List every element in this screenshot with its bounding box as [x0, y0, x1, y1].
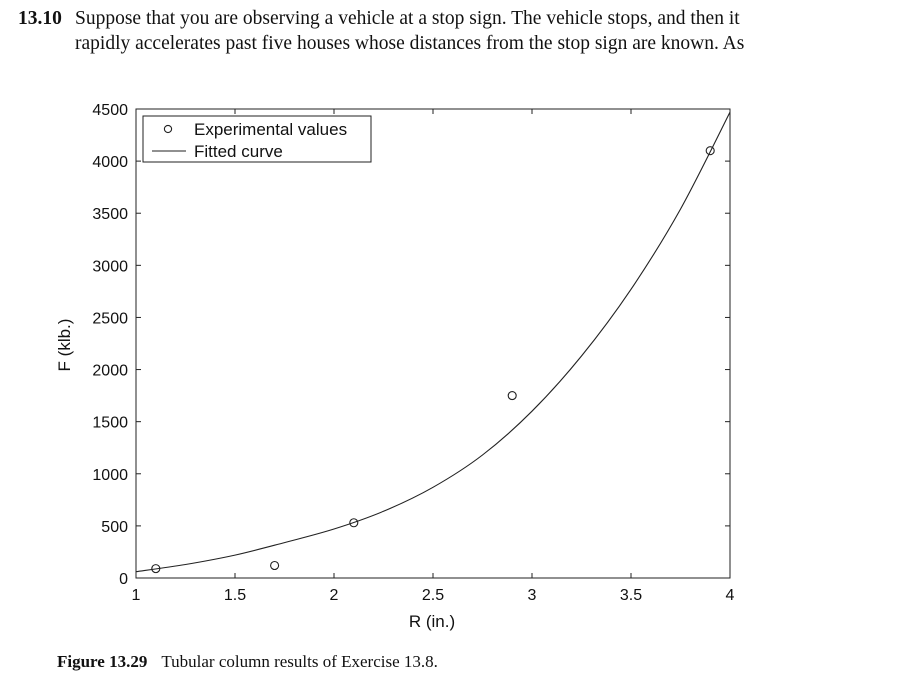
x-tick-label: 4: [726, 587, 735, 604]
y-tick-label: 3500: [92, 206, 128, 223]
y-tick-label: 1500: [92, 415, 128, 432]
y-tick-label: 1000: [92, 467, 128, 484]
x-tick-label: 1: [132, 587, 141, 604]
x-tick-label: 3.5: [620, 587, 642, 604]
figure-caption-label: Figure 13.29: [57, 652, 148, 671]
y-tick-label: 3000: [92, 258, 128, 275]
x-axis-label: R (in.): [409, 612, 455, 631]
data-point: [705, 146, 715, 156]
data-point: [349, 518, 359, 528]
axis-ticks: [135, 108, 731, 579]
legend-box: [142, 115, 372, 163]
plot-frame: [135, 108, 731, 579]
y-axis-label: F (klb.): [55, 319, 74, 372]
y-tick-label: 0: [119, 571, 128, 588]
x-tick-label: 1.5: [224, 587, 246, 604]
legend-label-experimental: Experimental values: [194, 120, 347, 139]
y-tick-label: 4000: [92, 154, 128, 171]
experimental-points: [151, 146, 715, 574]
data-point: [507, 391, 517, 401]
problem-number: 13.10: [18, 8, 62, 29]
x-tick-label: 3: [528, 587, 537, 604]
fitted-curve-line: [135, 111, 731, 573]
legend: Experimental values Fitted curve: [142, 115, 372, 163]
problem-text-line-2: rapidly accelerates past five houses who…: [75, 33, 745, 54]
y-tick-label: 2000: [92, 363, 128, 380]
y-tick-label: 2500: [92, 310, 128, 327]
legend-label-fitted: Fitted curve: [194, 142, 283, 161]
data-point: [270, 560, 280, 571]
figure-caption: Figure 13.29 Tubular column results of Ex…: [57, 652, 438, 672]
y-tick-label: 4500: [92, 102, 128, 119]
figure-caption-text: Tubular column results of Exercise 13.8.: [161, 652, 438, 671]
tick-labels: 1 1.5 2 2.5 3 3.5 4 0 500 1000 1500 2000 2500 3000 350…: [92, 102, 734, 604]
x-tick-label: 2.5: [422, 587, 444, 604]
x-tick-label: 2: [330, 587, 339, 604]
problem-text-line-1: Suppose that you are observing a vehicle…: [75, 8, 740, 29]
y-tick-label: 500: [101, 519, 128, 536]
legend-marker-circle: [163, 124, 173, 134]
data-point: [151, 564, 161, 574]
